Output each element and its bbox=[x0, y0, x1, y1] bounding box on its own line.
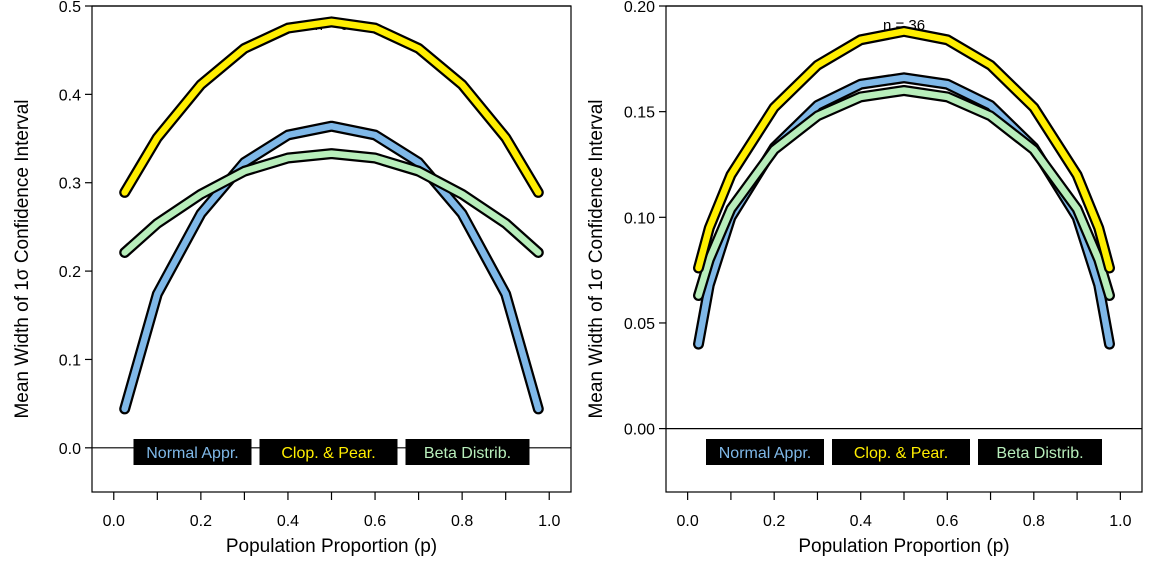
y-axis-title: Mean Width of 1σ Confidence Interval bbox=[12, 99, 33, 418]
x-tick-label: 0.0 bbox=[677, 513, 699, 530]
x-axis-title: Population Proportion (p) bbox=[798, 536, 1009, 557]
y-tick-label: 0.2 bbox=[59, 264, 81, 281]
legend-item: Normal Appr. bbox=[133, 439, 252, 465]
y-tick-label: 0.20 bbox=[624, 0, 655, 16]
y-tick-label: 0.05 bbox=[624, 316, 655, 333]
y-axis-title: Mean Width of 1σ Confidence Interval bbox=[586, 99, 607, 418]
legend-label: Beta Distrib. bbox=[996, 445, 1083, 462]
legend-item: Beta Distrib. bbox=[978, 439, 1102, 465]
y-tick-label: 0.1 bbox=[59, 352, 81, 369]
legend-label: Normal Appr. bbox=[719, 445, 811, 462]
chart-panel-1: n = 60.00.10.20.30.40.50.0 0.2 0.4 0.6 0.8 1.… bbox=[12, 0, 572, 557]
series-clop-pear bbox=[119, 16, 544, 198]
x-tick-label: 0.4 bbox=[277, 513, 299, 530]
legend-item: Clop. & Pear. bbox=[259, 439, 398, 465]
y-tick-label: 0.00 bbox=[624, 422, 655, 439]
legend-box bbox=[259, 439, 398, 465]
series-outline bbox=[693, 25, 1115, 274]
y-tick-label: 0.0 bbox=[59, 441, 81, 458]
x-tick-label: 0.6 bbox=[364, 513, 386, 530]
series-line bbox=[695, 74, 1113, 348]
series-outline bbox=[119, 16, 544, 198]
x-axis-title: Population Proportion (p) bbox=[226, 536, 437, 557]
legend-item: Normal Appr. bbox=[706, 439, 824, 465]
x-tick-label: 0.2 bbox=[190, 513, 212, 530]
x-tick-label: 1.0 bbox=[1109, 513, 1131, 530]
series-line bbox=[121, 18, 542, 196]
x-tick-label: 0.4 bbox=[850, 513, 872, 530]
x-tick-label: 0.6 bbox=[936, 513, 958, 530]
series-clop-pear bbox=[693, 25, 1115, 274]
series-outline bbox=[119, 120, 544, 415]
legend-box bbox=[405, 439, 530, 465]
x-tick-label: 0.2 bbox=[763, 513, 785, 530]
legend-box bbox=[706, 439, 824, 465]
legend-item: Clop. & Pear. bbox=[832, 439, 970, 465]
legend-box bbox=[133, 439, 252, 465]
legend-box bbox=[832, 439, 970, 465]
chart-panel-2: n = 360.000.050.100.150.200.0 0.2 0.4 0.6 0.… bbox=[586, 0, 1143, 557]
y-tick-label: 0.5 bbox=[59, 0, 81, 16]
y-tick-label: 0.10 bbox=[624, 210, 655, 227]
series-beta-distrib bbox=[119, 148, 544, 258]
legend-item: Beta Distrib. bbox=[405, 439, 530, 465]
series-line bbox=[121, 150, 542, 256]
y-tick-label: 0.3 bbox=[59, 176, 81, 193]
legend-box bbox=[978, 439, 1102, 465]
legend-label: Beta Distrib. bbox=[424, 445, 511, 462]
y-tick-label: 0.4 bbox=[59, 87, 81, 104]
legend-label: Clop. & Pear. bbox=[281, 445, 375, 462]
legend-label: Normal Appr. bbox=[146, 445, 238, 462]
x-tick-label: 0.0 bbox=[103, 513, 125, 530]
x-tick-label: 0.8 bbox=[451, 513, 473, 530]
series-normal-appr bbox=[119, 120, 544, 415]
series-line bbox=[695, 28, 1113, 272]
series-beta-distrib bbox=[693, 85, 1115, 301]
x-tick-label: 1.0 bbox=[538, 513, 560, 530]
legend-label: Clop. & Pear. bbox=[854, 445, 948, 462]
x-tick-label: 0.8 bbox=[1023, 513, 1045, 530]
y-tick-label: 0.15 bbox=[624, 105, 655, 122]
series-line bbox=[695, 87, 1113, 299]
series-outline bbox=[693, 72, 1115, 350]
series-normal-appr bbox=[693, 72, 1115, 350]
series-line bbox=[121, 122, 542, 413]
plot-frame bbox=[91, 5, 572, 493]
